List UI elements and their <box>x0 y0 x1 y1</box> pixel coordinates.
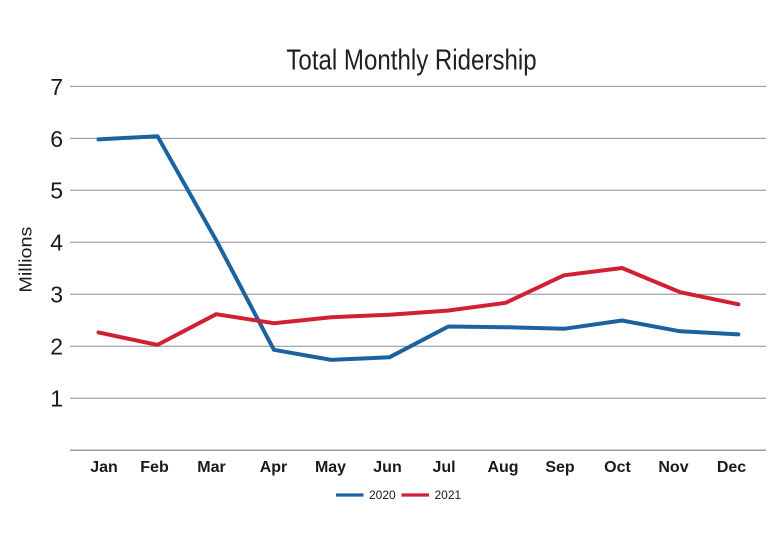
svg-text:Jun: Jun <box>373 459 401 476</box>
svg-text:Nov: Nov <box>658 459 688 476</box>
svg-text:4: 4 <box>50 230 63 256</box>
svg-text:5: 5 <box>50 178 63 204</box>
svg-text:Sep: Sep <box>545 459 575 476</box>
svg-text:Oct: Oct <box>604 459 631 476</box>
svg-text:Total Monthly Ridership: Total Monthly Ridership <box>286 44 536 76</box>
svg-text:2: 2 <box>50 333 63 359</box>
svg-text:May: May <box>315 459 346 476</box>
svg-text:Jan: Jan <box>90 459 118 476</box>
svg-text:Mar: Mar <box>197 459 225 476</box>
svg-text:2020: 2020 <box>369 488 396 502</box>
svg-text:2021: 2021 <box>435 488 462 502</box>
svg-text:1: 1 <box>50 385 63 411</box>
svg-text:Aug: Aug <box>487 459 518 476</box>
svg-text:7: 7 <box>50 74 63 100</box>
svg-text:Jul: Jul <box>432 459 455 476</box>
svg-text:Dec: Dec <box>717 459 746 476</box>
svg-text:3: 3 <box>50 282 63 308</box>
svg-text:Millions: Millions <box>16 227 35 293</box>
svg-text:6: 6 <box>50 126 63 152</box>
svg-text:Feb: Feb <box>140 459 169 476</box>
svg-text:Apr: Apr <box>260 459 288 476</box>
